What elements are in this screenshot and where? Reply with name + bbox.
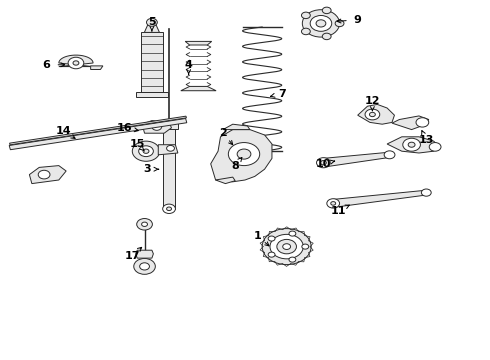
Circle shape <box>289 257 296 262</box>
Circle shape <box>331 202 336 205</box>
Polygon shape <box>136 250 153 258</box>
Circle shape <box>365 109 380 120</box>
Circle shape <box>132 141 160 161</box>
Circle shape <box>421 189 431 196</box>
Circle shape <box>320 161 326 165</box>
Polygon shape <box>216 177 235 184</box>
Polygon shape <box>392 116 429 130</box>
Circle shape <box>163 204 175 213</box>
Polygon shape <box>223 124 250 130</box>
Text: 14: 14 <box>56 126 72 136</box>
Circle shape <box>301 28 310 35</box>
Polygon shape <box>181 86 216 91</box>
Circle shape <box>369 112 375 117</box>
Text: 8: 8 <box>231 161 239 171</box>
Polygon shape <box>322 152 390 167</box>
Circle shape <box>142 222 147 226</box>
Polygon shape <box>141 32 163 92</box>
Circle shape <box>322 33 331 40</box>
Circle shape <box>316 20 326 27</box>
Circle shape <box>268 252 275 257</box>
Circle shape <box>403 138 420 151</box>
Circle shape <box>147 18 157 26</box>
Text: 13: 13 <box>418 135 434 145</box>
Circle shape <box>139 146 153 157</box>
Polygon shape <box>387 137 439 153</box>
Circle shape <box>327 199 340 208</box>
Circle shape <box>310 15 332 31</box>
Polygon shape <box>158 145 178 155</box>
Circle shape <box>268 236 275 241</box>
Circle shape <box>134 258 155 274</box>
Circle shape <box>68 57 84 69</box>
Text: 3: 3 <box>143 164 151 174</box>
Polygon shape <box>59 55 93 67</box>
Circle shape <box>335 20 344 27</box>
Circle shape <box>289 231 296 236</box>
Circle shape <box>317 158 330 168</box>
Circle shape <box>228 143 260 166</box>
Polygon shape <box>10 116 186 145</box>
Circle shape <box>283 244 291 249</box>
Circle shape <box>408 142 415 147</box>
Text: 17: 17 <box>124 251 140 261</box>
Text: 11: 11 <box>330 206 346 216</box>
Polygon shape <box>332 190 427 207</box>
Polygon shape <box>220 148 260 169</box>
Text: 5: 5 <box>148 17 156 27</box>
Text: 1: 1 <box>253 231 261 241</box>
Circle shape <box>152 123 162 130</box>
Circle shape <box>167 145 174 151</box>
Circle shape <box>384 151 395 159</box>
Polygon shape <box>91 66 103 69</box>
Text: 2: 2 <box>219 128 227 138</box>
Polygon shape <box>163 126 175 209</box>
Circle shape <box>302 10 340 37</box>
Polygon shape <box>160 122 178 129</box>
Text: 12: 12 <box>365 96 380 106</box>
Circle shape <box>302 244 309 249</box>
Circle shape <box>237 149 251 159</box>
Circle shape <box>270 234 303 259</box>
Circle shape <box>322 7 331 14</box>
Polygon shape <box>185 41 212 45</box>
Text: 10: 10 <box>316 159 331 169</box>
Polygon shape <box>145 25 159 32</box>
Text: 4: 4 <box>185 60 193 70</box>
Polygon shape <box>136 92 168 97</box>
Circle shape <box>73 61 79 65</box>
Polygon shape <box>358 104 394 124</box>
Polygon shape <box>211 130 272 182</box>
Circle shape <box>262 229 311 265</box>
Polygon shape <box>29 166 66 184</box>
Circle shape <box>140 263 149 270</box>
Circle shape <box>167 207 172 211</box>
Circle shape <box>143 149 149 153</box>
Polygon shape <box>142 121 172 133</box>
Circle shape <box>277 239 296 254</box>
Circle shape <box>301 12 310 19</box>
Polygon shape <box>9 118 187 150</box>
Circle shape <box>38 170 50 179</box>
Text: 9: 9 <box>354 15 362 25</box>
Circle shape <box>137 219 152 230</box>
Text: 16: 16 <box>117 123 133 133</box>
Text: 15: 15 <box>129 139 145 149</box>
Text: 6: 6 <box>43 60 50 70</box>
Text: 7: 7 <box>278 89 286 99</box>
Circle shape <box>429 143 441 151</box>
Circle shape <box>416 118 429 127</box>
